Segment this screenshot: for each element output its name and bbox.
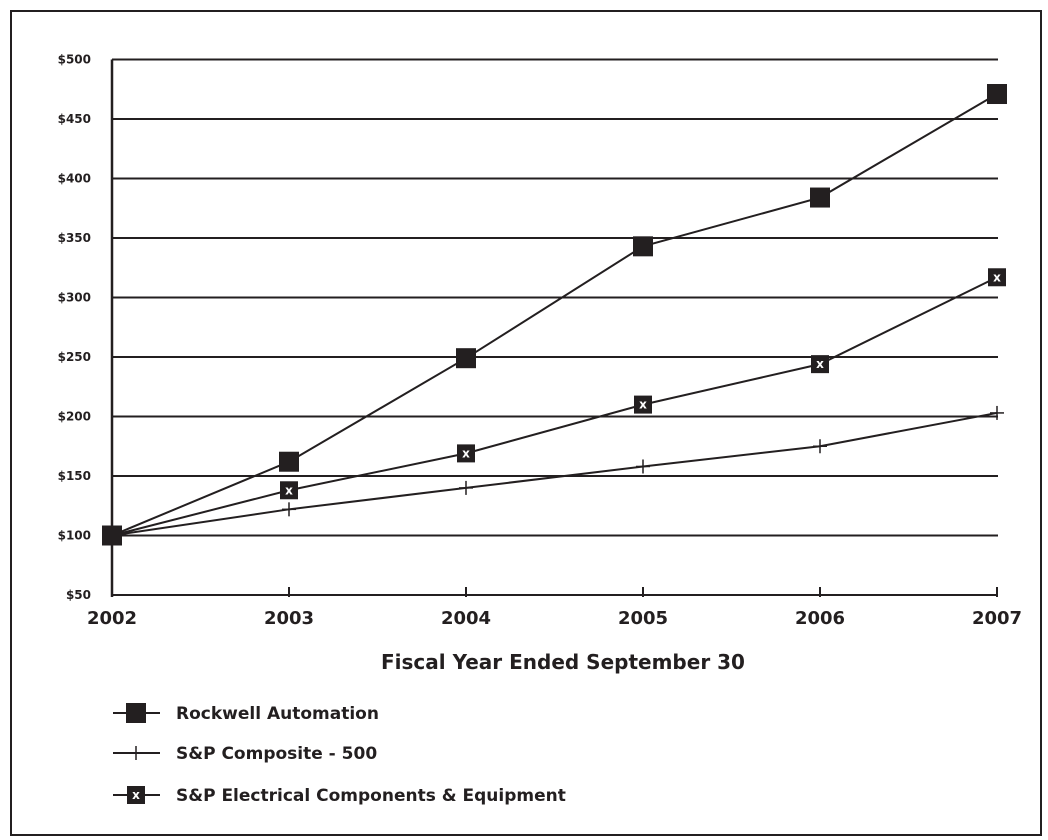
x-marker-glyph: x (816, 357, 824, 371)
x-tick-label: 2007 (972, 608, 1022, 629)
legend-label: S&P Electrical Components & Equipment (176, 786, 566, 806)
x-marker-glyph: x (639, 398, 647, 412)
legend: Rockwell Automation S&P Composite - 500 x S… (113, 703, 566, 806)
square-marker (279, 451, 299, 472)
data-point: x (280, 481, 298, 500)
data-point: x (811, 355, 829, 374)
data-point (282, 502, 296, 517)
x-marker-glyph: x (132, 788, 140, 802)
x-tick-label: 2005 (618, 608, 668, 629)
x-marker-glyph: x (462, 446, 470, 460)
y-tick-label: $400 (58, 172, 91, 186)
series-line (111, 411, 998, 537)
square-marker (126, 703, 146, 723)
x-tick-label: 2006 (795, 608, 845, 629)
data-point (633, 236, 653, 257)
x-marker-glyph: x (993, 270, 1001, 284)
x-square-marker (457, 444, 475, 463)
legend-label: Rockwell Automation (176, 704, 379, 724)
data-point (987, 84, 1007, 105)
x-square-marker (988, 268, 1006, 287)
data-point (102, 525, 122, 546)
y-tick-label: $300 (58, 291, 91, 305)
x-square-marker (280, 481, 298, 500)
y-tick-label: $500 (58, 53, 91, 67)
x-square-marker (634, 395, 652, 414)
y-tick-label: $150 (58, 469, 91, 483)
x-axis-title: Fiscal Year Ended September 30 (381, 650, 745, 674)
series-layer: x x x x x (102, 84, 1007, 546)
data-point: x (457, 444, 475, 463)
data-point: x (634, 395, 652, 414)
y-tick-label: $50 (66, 588, 91, 602)
x-tick-label: 2002 (87, 608, 137, 629)
square-marker (633, 236, 653, 257)
series-3: x x x x x (102, 268, 1006, 546)
data-point (279, 451, 299, 472)
y-tick-label: $350 (58, 231, 91, 245)
series-line (111, 93, 998, 537)
square-marker (810, 187, 830, 208)
data-point (636, 459, 650, 474)
y-tick-label: $250 (58, 350, 91, 364)
chart-frame (10, 10, 1042, 836)
x-square-marker (811, 355, 829, 374)
data-point: x (988, 268, 1006, 287)
square-marker (987, 84, 1007, 105)
legend-item: Rockwell Automation (113, 703, 379, 724)
y-tick-label: $200 (58, 410, 91, 424)
data-point (813, 439, 827, 454)
legend-item: S&P Composite - 500 (113, 744, 377, 764)
axis-layer: $50 $100 $150 $200 $250 $300 $350 $400 $450 $500 2… (58, 53, 1022, 630)
data-point (810, 187, 830, 208)
y-tick-label: $450 (58, 112, 91, 126)
series-line (111, 276, 998, 537)
legend-label: S&P Composite - 500 (176, 744, 377, 764)
data-point (456, 348, 476, 369)
square-marker (102, 525, 122, 546)
x-tick-label: 2004 (441, 608, 491, 629)
data-point (459, 480, 473, 495)
grid-layer (112, 58, 998, 537)
y-tick-label: $100 (58, 529, 91, 543)
x-marker-glyph: x (285, 483, 293, 497)
x-square-marker (127, 786, 145, 804)
square-marker (456, 348, 476, 369)
legend-item: x S&P Electrical Components & Equipment (113, 786, 566, 806)
data-point (990, 405, 1004, 420)
x-tick-label: 2003 (264, 608, 314, 629)
